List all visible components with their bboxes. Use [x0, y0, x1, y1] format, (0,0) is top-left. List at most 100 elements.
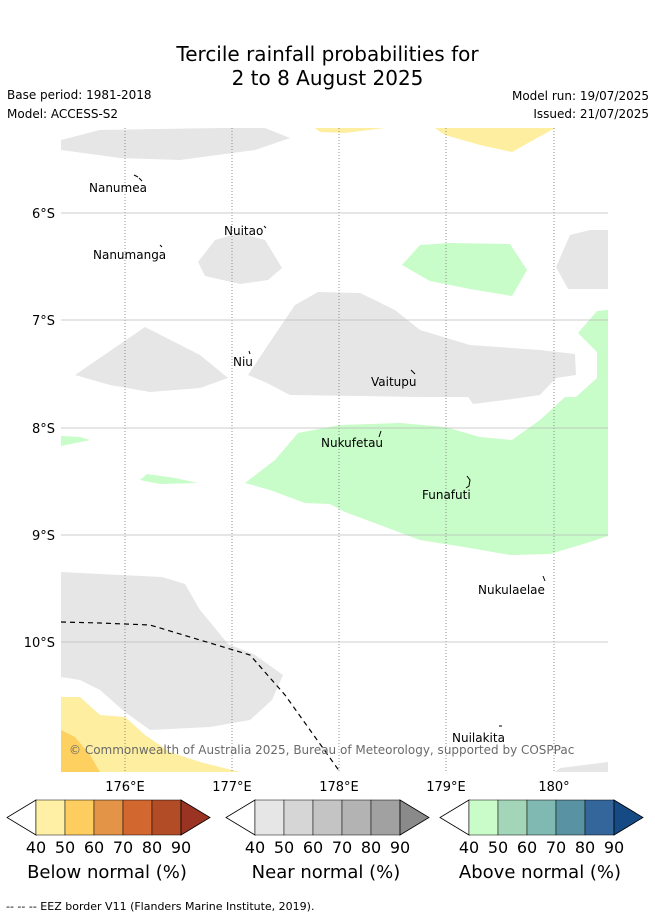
longitude-tick-label: 177°E [212, 780, 252, 795]
above-normal-region-funafuti [245, 310, 608, 555]
colorbar-arrow-low [225, 799, 256, 836]
colorbar-tick-label: 80 [361, 838, 381, 857]
colorbar-arrow-low [439, 799, 470, 836]
near-normal-region-west [75, 327, 228, 392]
colorbar-swatch [312, 799, 343, 836]
island-outlines [133, 174, 546, 727]
island-nuitao [263, 225, 267, 229]
latitude-tick-label: 8°S [32, 422, 55, 437]
colorbar-arrow-low [6, 799, 37, 836]
colorbar-arrow-high [180, 799, 211, 836]
colorbar: 40 50 60 70 80 90 [225, 799, 430, 857]
near-normal-region-east [556, 230, 608, 289]
colorbar-label-above: Above normal (%) [458, 862, 622, 883]
colorbar-swatch [93, 799, 124, 836]
longitude-tick-label: 176°E [105, 780, 145, 795]
colorbar-label-near: Near normal (%) [251, 862, 401, 883]
colorbar-swatch [468, 799, 499, 836]
colorbar-tick-label: 90 [390, 838, 410, 857]
copyright-notice: © Commonwealth of Australia 2025, Bureau… [69, 743, 574, 757]
colorbar-swatch [151, 799, 182, 836]
above-normal-region-northeast [402, 243, 527, 296]
place-label: Nuitao [224, 224, 263, 238]
colorbar-tick-label: 70 [546, 838, 566, 857]
longitude-tick-label: 180° [538, 780, 569, 795]
graticule [61, 128, 608, 772]
colorbar-tick-label: 90 [604, 838, 624, 857]
colorbar-swatch [35, 799, 66, 836]
place-label: Funafuti [422, 488, 471, 502]
colorbar-tick-label: 50 [274, 838, 294, 857]
colorbar: 40 50 60 70 80 90 [6, 799, 211, 857]
place-label: Niu [233, 355, 253, 369]
colorbar-swatch [555, 799, 586, 836]
longitude-labels: 176°E 177°E 178°E 179°E 180° [105, 780, 569, 795]
below-normal-region-north-b [435, 128, 555, 152]
below-normal-region-southwest [61, 697, 240, 772]
colorbar-tick-label: 70 [113, 838, 133, 857]
colorbar: 40 50 60 70 80 90 [439, 799, 644, 857]
colorbar-swatch [254, 799, 285, 836]
near-normal-region-south [61, 572, 283, 730]
colorbar-tick-label: 60 [517, 838, 537, 857]
place-label: Nanumea [89, 181, 147, 195]
eez-legend: -- -- -- EEZ border V11 (Flanders Marine… [6, 900, 315, 913]
latitude-tick-label: 6°S [32, 207, 55, 222]
colorbar-tick-label: 60 [303, 838, 323, 857]
place-label: Nanumanga [93, 248, 166, 262]
title-line-1: Tercile rainfall probabilities for [176, 42, 479, 66]
longitude-tick-label: 178°E [319, 780, 359, 795]
island-nanumea [133, 174, 143, 182]
colorbar-swatch [497, 799, 528, 836]
model-run: Model run: 19/07/2025 [511, 89, 649, 103]
latitude-tick-label: 7°S [32, 314, 55, 329]
colorbar-tick-label: 40 [245, 838, 265, 857]
place-label: Nukulaelae [478, 583, 545, 597]
colorbar-tick-label: 50 [55, 838, 75, 857]
colorbar-swatch [584, 799, 615, 836]
island-nukufetau [378, 430, 382, 438]
colorbar-label-below: Below normal (%) [27, 862, 187, 883]
colorbar-tick-label: 60 [84, 838, 104, 857]
place-labels: Nanumea Nuitao Nanumanga Niu Vaitupu Nukufeta… [89, 181, 545, 745]
place-label: Vaitupu [371, 375, 417, 389]
colorbar-arrow-high [613, 799, 644, 836]
colorbar-tick-label: 70 [332, 838, 352, 857]
colorbar-swatch [122, 799, 153, 836]
below-normal-region-north-a [315, 128, 385, 133]
issued-date: Issued: 21/07/2025 [533, 107, 649, 121]
eez-border [60, 621, 341, 773]
colorbar-arrow-high [399, 799, 430, 836]
title-line-2: 2 to 8 August 2025 [231, 66, 424, 90]
colorbar-tick-label: 90 [171, 838, 191, 857]
below-normal-strong-region-southwest [61, 730, 100, 772]
latitude-tick-label: 10°S [24, 636, 55, 651]
colorbar-swatch [341, 799, 372, 836]
near-normal-region-nuitao [198, 233, 282, 284]
colorbar-tick-label: 50 [488, 838, 508, 857]
base-period: Base period: 1981-2018 [7, 88, 152, 102]
island-funafuti [465, 475, 471, 489]
latitude-labels: 6°S 7°S 8°S 9°S 10°S [24, 207, 55, 651]
colorbar-tick-label: 80 [142, 838, 162, 857]
island-vaitupu [410, 369, 416, 375]
near-normal-region-north [61, 128, 290, 160]
colorbar-swatch [526, 799, 557, 836]
colorbar-swatch [64, 799, 95, 836]
place-label: Nukufetau [321, 436, 383, 450]
island-nanumanga [159, 244, 163, 248]
place-label: Nuilakita [452, 731, 505, 745]
above-normal-region-west-small [61, 436, 90, 446]
near-normal-region-southeast [555, 762, 608, 772]
island-niu [248, 350, 251, 355]
latitude-tick-label: 9°S [32, 529, 55, 544]
colorbar-tick-label: 40 [26, 838, 46, 857]
model-name: Model: ACCESS-S2 [7, 107, 119, 121]
above-normal-region-west-strip [140, 474, 198, 484]
colorbar-tick-label: 80 [575, 838, 595, 857]
longitude-tick-label: 179°E [426, 780, 466, 795]
island-nukulaelae [542, 575, 546, 582]
colorbar-tick-label: 40 [459, 838, 479, 857]
probability-fields [61, 128, 608, 772]
